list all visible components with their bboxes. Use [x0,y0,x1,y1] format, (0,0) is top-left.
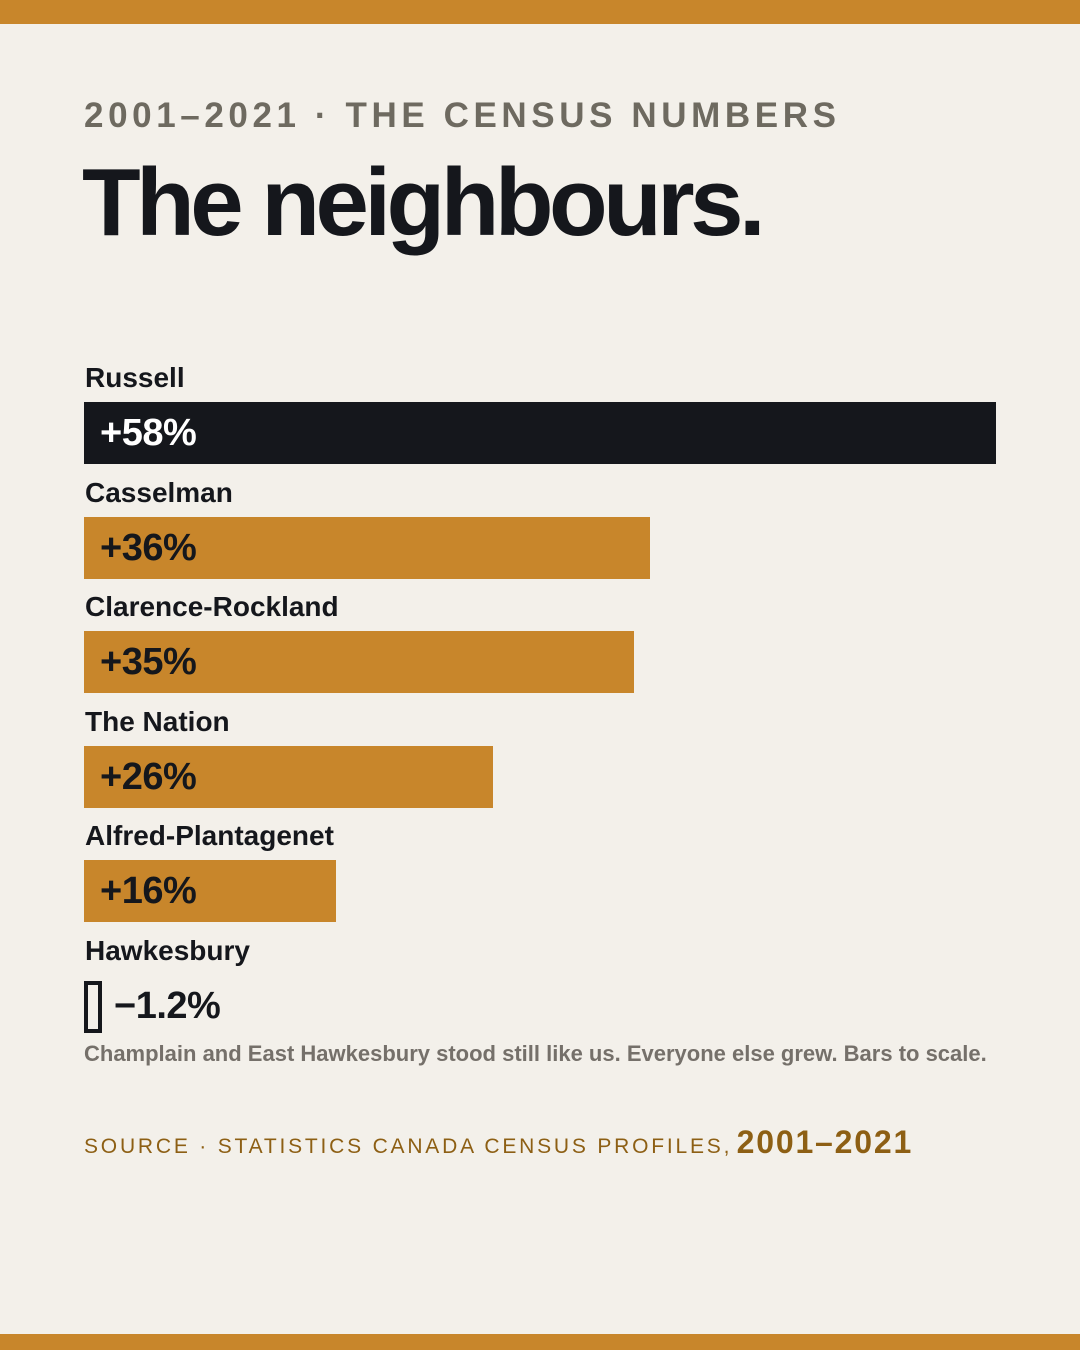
bar-row: Hawkesbury −1.2% [84,935,1014,1045]
page-title: The neighbours. [82,149,766,256]
source-prefix: SOURCE · STATISTICS CANADA CENSUS PROFIL… [84,1135,733,1158]
value-label: +35% [100,641,197,683]
bottom-accent-bar [0,1334,1080,1350]
bar-chart: Russell +58% Casselman +36% Clarence-Rocklan… [84,362,1014,1033]
category-label: Russell [85,362,185,393]
bar [84,745,493,808]
bar-row: Casselman +36% [84,477,1014,587]
category-label: Hawkesbury [85,934,250,966]
bar [84,860,336,922]
value-label: +26% [100,755,197,798]
category-label: The Nation [85,705,230,737]
value-label: +58% [100,412,197,454]
bar [84,516,650,579]
bar [84,631,634,693]
bar [84,402,996,464]
source-years: 2001–2021 [736,1124,914,1160]
bar [84,980,102,1033]
value-label: +16% [100,870,197,912]
value-label: −1.2% [114,984,221,1027]
bar-row: Russell +58% [84,362,1014,472]
top-accent-bar [0,0,1080,24]
bar-row: Clarence-Rockland +35% [84,591,1014,701]
category-label: Clarence-Rockland [85,591,339,622]
category-label: Casselman [85,476,233,508]
chart-note: Champlain and East Hawkesbury stood stil… [84,1041,987,1066]
category-label: Alfred-Plantagenet [85,820,334,851]
kicker: 2001–2021 · THE CENSUS NUMBERS [84,96,841,135]
bar-row: The Nation +26% [84,706,1014,816]
source-line: SOURCE · STATISTICS CANADA CENSUS PROFIL… [84,1124,913,1161]
bar-row: Alfred-Plantagenet +16% [84,820,1014,930]
value-label: +36% [100,526,197,569]
